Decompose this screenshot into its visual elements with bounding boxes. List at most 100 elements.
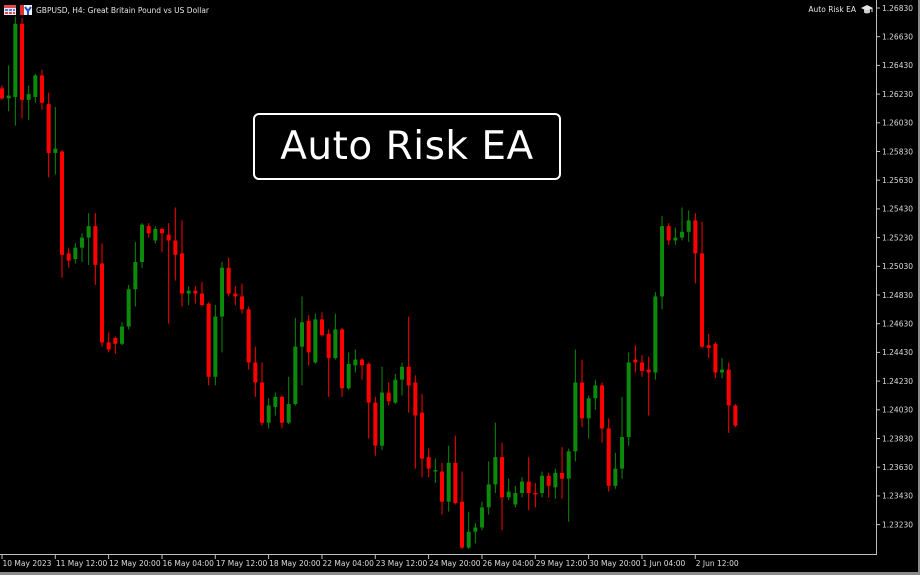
price-axis: 1.26830 1.26630 1.26430 1.26230 1.26030 1.258… xyxy=(877,4,913,529)
bullish-candle xyxy=(73,243,78,264)
bullish-candle xyxy=(613,452,618,489)
candle-body xyxy=(273,396,278,407)
candle-body xyxy=(286,404,291,423)
price-label: 1.24630 xyxy=(882,320,913,329)
bullish-candle xyxy=(493,422,498,494)
bearish-candle xyxy=(113,336,118,354)
bullish-candle xyxy=(140,223,145,268)
bullish-candle xyxy=(653,292,658,380)
candle-body xyxy=(453,462,458,504)
candle-body xyxy=(40,75,45,103)
candle-body xyxy=(60,151,65,255)
bullish-candle xyxy=(540,471,545,498)
price-label: 1.24030 xyxy=(882,406,913,415)
bearish-candle xyxy=(706,333,711,359)
candle-body xyxy=(313,319,318,363)
price-label: 1.26830 xyxy=(882,4,913,13)
candle-body xyxy=(693,220,698,254)
bearish-candle xyxy=(666,223,671,245)
bullish-candle xyxy=(566,448,571,522)
candle-body xyxy=(100,263,105,343)
bearish-candle xyxy=(20,18,25,119)
candle-body xyxy=(560,472,565,479)
candle-body xyxy=(106,342,111,350)
candle-body xyxy=(613,468,618,486)
bullish-candle xyxy=(220,261,225,353)
graduation-cap-icon[interactable] xyxy=(861,4,873,15)
candle-body xyxy=(93,226,98,265)
candle-body xyxy=(406,366,411,386)
candle-body xyxy=(413,382,418,416)
bullish-candle xyxy=(673,227,678,245)
candle-body xyxy=(46,104,51,153)
candle-body xyxy=(33,75,38,97)
candle-body xyxy=(686,220,691,232)
bullish-candle xyxy=(293,317,298,406)
candle-body xyxy=(573,382,578,452)
candle-body xyxy=(200,293,205,306)
candle-body xyxy=(213,316,218,377)
bullish-candle xyxy=(33,74,38,103)
candle-body xyxy=(440,471,445,502)
candle-body xyxy=(140,224,145,262)
bullish-candle xyxy=(393,373,398,405)
bearish-candle xyxy=(93,213,98,285)
candle-body xyxy=(226,267,231,294)
bullish-candle xyxy=(680,207,685,241)
candle-body xyxy=(13,23,18,97)
bearish-candle xyxy=(606,418,611,492)
price-label: 1.26430 xyxy=(882,61,913,70)
candle-body xyxy=(166,234,171,241)
price-label: 1.25430 xyxy=(882,205,913,214)
candle-body xyxy=(0,88,4,99)
bullish-candle xyxy=(353,349,358,373)
chart-grid-icon[interactable] xyxy=(4,5,16,15)
bullish-candle xyxy=(553,468,558,499)
bullish-candle xyxy=(86,213,91,265)
candle-body xyxy=(620,437,625,469)
candle-body xyxy=(80,237,85,248)
bearish-candle xyxy=(693,213,698,284)
bullish-candle xyxy=(346,352,351,390)
bullish-candle xyxy=(513,485,518,508)
bearish-candle xyxy=(713,342,718,379)
time-label: 16 May 04:00 xyxy=(162,559,214,568)
price-label: 1.24430 xyxy=(882,348,913,357)
candle-body xyxy=(253,362,258,383)
bearish-candle xyxy=(700,221,705,349)
bullish-candle xyxy=(506,478,511,501)
bearish-candle xyxy=(280,395,285,429)
overlay-title-box: Auto Risk EA xyxy=(253,113,561,180)
bearish-candle xyxy=(453,435,458,505)
price-label: 1.24230 xyxy=(882,377,913,386)
candles-group xyxy=(0,16,738,549)
candle-body xyxy=(426,457,431,469)
bearish-candle xyxy=(640,355,645,377)
price-label: 1.25830 xyxy=(882,147,913,156)
candle-body xyxy=(446,462,451,502)
bearish-candle xyxy=(173,207,178,281)
bullish-candle xyxy=(126,284,131,330)
bullish-candle xyxy=(333,313,338,360)
bearish-candle xyxy=(206,302,211,386)
candle-body xyxy=(420,412,425,459)
candle-body xyxy=(506,491,511,498)
bearish-candle xyxy=(366,362,371,439)
chart-header: GBPUSD, H4: Great Britain Pound vs US Do… xyxy=(4,5,209,15)
candle-body xyxy=(660,226,665,297)
candle-body xyxy=(733,405,738,426)
bearish-candle xyxy=(440,462,445,515)
candle-body xyxy=(186,290,191,294)
candle-body xyxy=(266,405,271,423)
bullish-candle xyxy=(626,352,631,446)
one-click-trading-icon[interactable] xyxy=(20,5,32,15)
expert-advisor-name[interactable]: Auto Risk EA xyxy=(808,5,856,14)
bearish-candle xyxy=(66,247,71,268)
bullish-candle xyxy=(720,358,725,379)
bullish-candle xyxy=(273,392,278,416)
candle-body xyxy=(133,261,138,290)
candle-body xyxy=(113,338,118,344)
bearish-candle xyxy=(646,356,651,416)
